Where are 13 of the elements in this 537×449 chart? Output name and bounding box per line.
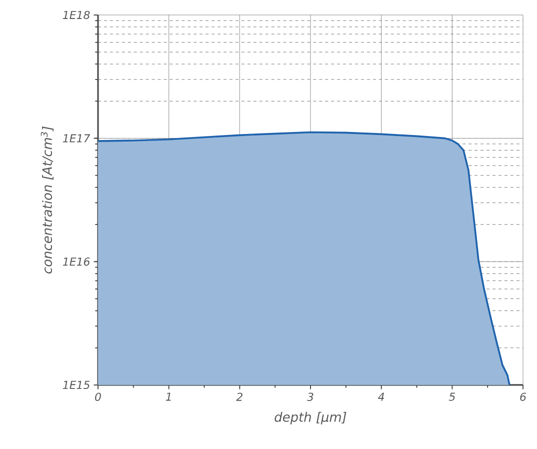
- x-tick-label: 3: [307, 392, 314, 401]
- y-tick-label: 1E18: [62, 10, 90, 20]
- x-axis-title: depth [µm]: [274, 412, 346, 424]
- y-axis-title: concentration [At/cm$^{3}$]: [40, 126, 54, 274]
- x-tick-label: 2: [236, 392, 242, 401]
- x-tick-label: 6: [520, 392, 526, 401]
- x-tick-label: 1: [166, 392, 171, 401]
- y-tick-label: 1E16: [62, 257, 90, 266]
- x-tick-label: 5: [448, 392, 456, 401]
- y-tick-label: 1E17: [62, 134, 90, 142]
- x-tick-label: 4: [378, 392, 384, 401]
- x-tick-label: 0: [95, 392, 101, 401]
- y-tick-label: 1E15: [62, 380, 90, 390]
